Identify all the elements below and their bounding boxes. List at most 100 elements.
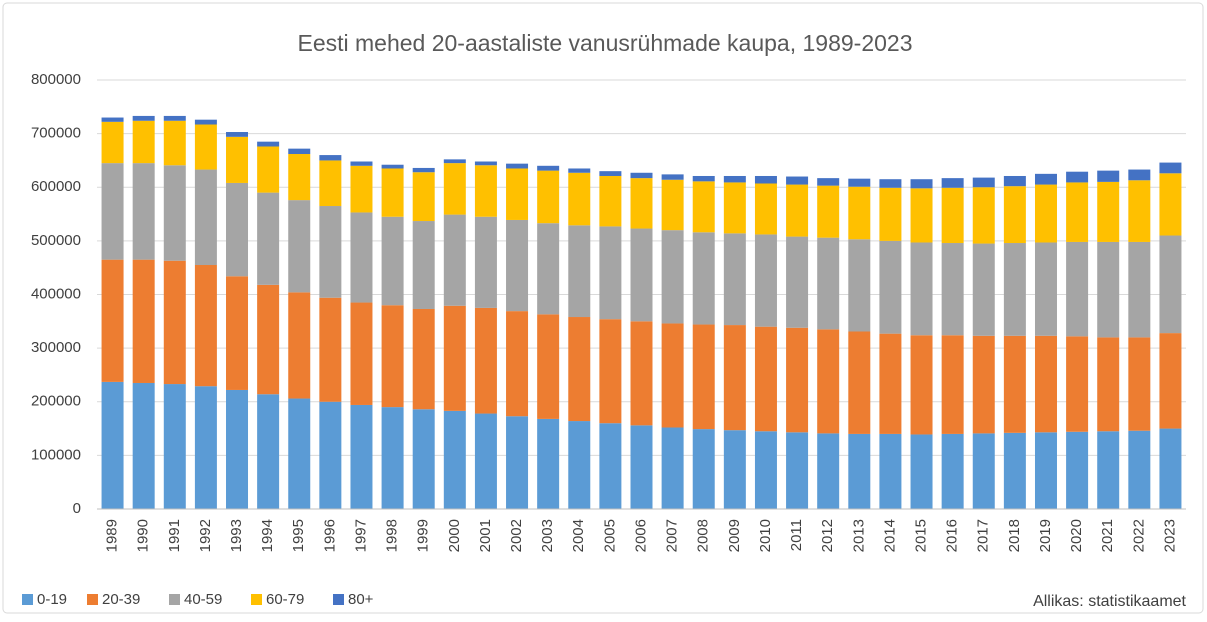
x-tick-label: 1995 <box>290 519 307 552</box>
bar-segment <box>350 302 373 405</box>
source-note: Allikas: statistikaamet <box>1033 593 1186 610</box>
bar-segment <box>350 404 373 509</box>
bar-segment <box>1003 243 1026 336</box>
bar-segment <box>1003 432 1026 509</box>
x-tick-label: 2009 <box>726 519 743 552</box>
bar-segment <box>1066 336 1089 432</box>
bar-segment <box>1159 428 1182 509</box>
bar-segment <box>723 175 746 183</box>
bar-segment <box>848 433 871 509</box>
bar-segment <box>506 416 529 509</box>
bar-segment <box>506 168 529 220</box>
x-tick-label: 2023 <box>1161 519 1178 552</box>
bar-segment <box>1159 333 1182 429</box>
bar-segment <box>288 398 311 509</box>
x-tick-label: 2005 <box>601 519 618 552</box>
legend-swatch <box>333 594 344 605</box>
bar-segment <box>786 236 809 328</box>
x-tick-label: 2013 <box>850 519 867 552</box>
bar-segment <box>163 260 186 385</box>
bar-segment <box>412 172 435 222</box>
bar-segment <box>1066 241 1089 337</box>
bar-segment <box>910 335 933 435</box>
bar-segment <box>723 233 746 326</box>
bar-segment <box>599 175 622 227</box>
x-tick-label: 1994 <box>259 519 276 552</box>
bar-segment <box>972 187 995 244</box>
bar-segment <box>101 381 124 509</box>
bar-segment <box>723 430 746 509</box>
bar-segment <box>226 389 249 509</box>
bar-segment <box>879 187 902 241</box>
bar-segment <box>1034 242 1057 336</box>
bar-segment <box>226 136 249 183</box>
bar-segment <box>972 433 995 509</box>
bar-segment <box>319 297 342 402</box>
chart-title: Eesti mehed 20-aastaliste vanusrühmade k… <box>297 30 912 56</box>
bar-segment <box>786 432 809 509</box>
y-tick-label: 0 <box>73 500 81 517</box>
bar-segment <box>630 178 653 229</box>
bar-segment <box>910 179 933 189</box>
bar-segment <box>1003 175 1026 187</box>
bar-segment <box>412 308 435 410</box>
bar-segment <box>350 161 373 166</box>
bar-segment <box>226 132 249 137</box>
bar-segment <box>1159 235 1182 334</box>
bar-segment <box>692 232 715 325</box>
bar-segment <box>817 237 840 330</box>
bar-segment <box>163 384 186 509</box>
x-tick-label: 2001 <box>477 519 494 552</box>
bar-segment <box>132 382 155 509</box>
bar-segment <box>288 154 311 201</box>
bar-segment <box>381 164 404 169</box>
bar-segment <box>723 182 746 234</box>
y-tick-label: 100000 <box>31 446 81 463</box>
bar-segment <box>350 212 373 303</box>
bar-segment <box>319 206 342 298</box>
x-tick-label: 2022 <box>1130 519 1147 552</box>
y-tick-label: 600000 <box>31 178 81 195</box>
bar-segment <box>506 311 529 417</box>
legend-label: 40-59 <box>184 591 222 608</box>
bar-segment <box>288 292 311 399</box>
bar-segment <box>1034 173 1057 185</box>
legend-label: 60-79 <box>266 591 304 608</box>
bar-segment <box>848 178 871 187</box>
bar-segment <box>257 394 280 509</box>
bar-segment <box>972 335 995 434</box>
x-tick-label: 2019 <box>1037 519 1054 552</box>
bar-segment <box>132 163 155 260</box>
x-tick-label: 1993 <box>228 519 245 552</box>
bar-segment <box>443 305 466 411</box>
bar-segment <box>661 323 684 428</box>
x-tick-label: 2004 <box>570 519 587 552</box>
x-tick-label: 2018 <box>1006 519 1023 552</box>
bar-segment <box>319 155 342 161</box>
bar-segment <box>1066 431 1089 509</box>
bar-segment <box>381 168 404 217</box>
bar-segment <box>381 216 404 306</box>
bar-segment <box>381 407 404 509</box>
x-tick-label: 2015 <box>912 519 929 552</box>
bar-segment <box>443 163 466 215</box>
x-tick-label: 2014 <box>881 519 898 552</box>
x-tick-label: 2020 <box>1068 519 1085 552</box>
x-tick-label: 2008 <box>695 519 712 552</box>
bar-segment <box>537 170 560 224</box>
bar-segment <box>910 434 933 509</box>
bar-segment <box>194 386 217 509</box>
x-tick-label: 2011 <box>788 519 805 551</box>
bar-segment <box>506 163 529 169</box>
y-tick-label: 200000 <box>31 393 81 410</box>
bar-segment <box>941 178 964 188</box>
bar-segment <box>599 226 622 320</box>
x-tick-label: 1991 <box>166 519 183 552</box>
x-tick-label: 1997 <box>352 519 369 552</box>
bar-segment <box>786 327 809 433</box>
bar-segment <box>1159 162 1182 174</box>
bar-segment <box>599 423 622 509</box>
bar-segment <box>350 165 373 213</box>
bar-segment <box>848 186 871 240</box>
bar-segment <box>630 425 653 509</box>
